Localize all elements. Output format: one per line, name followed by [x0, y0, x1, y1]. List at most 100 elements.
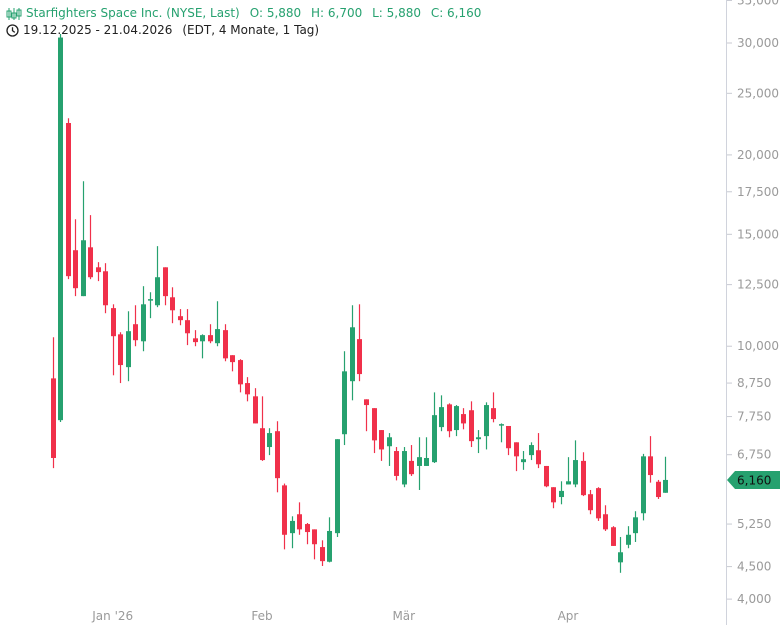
candle[interactable] — [663, 456, 668, 493]
candle[interactable] — [178, 309, 183, 326]
clock-icon — [6, 24, 19, 37]
candle[interactable] — [648, 436, 653, 483]
candle[interactable] — [506, 425, 511, 456]
candle[interactable] — [223, 324, 228, 362]
candle[interactable] — [641, 453, 646, 521]
candle[interactable] — [215, 301, 220, 347]
candle[interactable] — [282, 483, 287, 550]
candle[interactable] — [387, 433, 392, 466]
candle[interactable] — [253, 388, 258, 424]
candle[interactable] — [141, 286, 146, 352]
candle[interactable] — [364, 399, 369, 432]
candle[interactable] — [312, 529, 317, 560]
candle-body — [506, 425, 511, 449]
candle[interactable] — [335, 439, 340, 537]
candle-body — [417, 457, 422, 466]
candle[interactable] — [170, 287, 175, 324]
candle-body — [394, 451, 399, 476]
candle[interactable] — [491, 392, 496, 423]
candle[interactable] — [88, 215, 93, 280]
candle[interactable] — [447, 403, 452, 438]
candle[interactable] — [469, 401, 474, 448]
candle[interactable] — [327, 517, 332, 563]
candle[interactable] — [603, 505, 608, 531]
candle[interactable] — [297, 502, 302, 535]
candle[interactable] — [476, 430, 481, 454]
y-axis[interactable]: 35,000 30,000 25,000 20,000 17,500 15,000 12,5… — [727, 0, 779, 606]
candle[interactable] — [126, 311, 131, 382]
candle[interactable] — [394, 447, 399, 481]
candle[interactable] — [454, 405, 459, 437]
candle[interactable] — [133, 305, 138, 347]
candle[interactable] — [514, 442, 519, 472]
candle[interactable] — [521, 451, 526, 470]
candle[interactable] — [267, 428, 272, 456]
candle[interactable] — [424, 437, 429, 466]
candle[interactable] — [81, 181, 86, 297]
candle[interactable] — [379, 430, 384, 461]
candle[interactable] — [596, 487, 601, 521]
candle[interactable] — [432, 392, 437, 463]
x-axis[interactable]: Jan '26 Feb Mär Apr — [91, 609, 578, 623]
candle[interactable] — [439, 395, 444, 432]
candle[interactable] — [238, 359, 243, 393]
candle[interactable] — [155, 246, 160, 308]
candle[interactable] — [581, 452, 586, 497]
candle[interactable] — [536, 433, 541, 469]
candle-body — [111, 308, 116, 337]
candle[interactable] — [260, 396, 265, 461]
candle[interactable] — [51, 337, 56, 469]
candle[interactable] — [193, 330, 198, 347]
candle[interactable] — [417, 437, 422, 490]
candle[interactable] — [588, 489, 593, 515]
candle[interactable] — [350, 305, 355, 401]
candle[interactable] — [559, 481, 564, 505]
candle[interactable] — [372, 408, 377, 454]
candle[interactable] — [461, 408, 466, 430]
candle[interactable] — [290, 516, 295, 549]
candle[interactable] — [148, 292, 153, 319]
candle-body — [327, 530, 332, 562]
candle[interactable] — [103, 263, 108, 314]
candle[interactable] — [342, 351, 347, 446]
y-tick-label: 30,000 — [737, 36, 779, 50]
candle[interactable] — [208, 324, 213, 344]
candle[interactable] — [409, 445, 414, 476]
candle[interactable] — [529, 442, 534, 461]
candle[interactable] — [58, 33, 63, 422]
candle-body — [200, 335, 205, 342]
candle[interactable] — [626, 526, 631, 549]
candle[interactable] — [96, 262, 101, 282]
candle[interactable] — [111, 304, 116, 376]
candle[interactable] — [484, 402, 489, 450]
candle[interactable] — [275, 421, 280, 493]
candle[interactable] — [566, 457, 571, 485]
candle[interactable] — [185, 309, 190, 346]
candle-body — [603, 514, 608, 530]
candle[interactable] — [402, 447, 407, 488]
candle-body — [648, 456, 653, 476]
candle[interactable] — [551, 487, 556, 509]
candle[interactable] — [66, 118, 71, 280]
candle-body — [514, 442, 519, 457]
candle[interactable] — [611, 526, 616, 546]
candle[interactable] — [118, 332, 123, 384]
candle[interactable] — [305, 523, 310, 545]
candle[interactable] — [320, 540, 325, 566]
candle[interactable] — [544, 465, 549, 488]
candle[interactable] — [633, 511, 638, 542]
candle[interactable] — [618, 536, 623, 573]
candle[interactable] — [163, 267, 168, 306]
date-range[interactable]: 19.12.2025 - 21.04.2026 — [23, 23, 173, 37]
candle-body — [267, 433, 272, 448]
candle[interactable] — [573, 440, 578, 488]
candle[interactable] — [499, 423, 504, 443]
candle[interactable] — [200, 334, 205, 359]
candle[interactable] — [357, 304, 362, 382]
instrument-title[interactable]: Starfighters Space Inc. (NYSE, Last) — [26, 6, 240, 20]
candle[interactable] — [245, 377, 250, 402]
candle[interactable] — [230, 355, 235, 372]
candle[interactable] — [656, 479, 661, 499]
candle[interactable] — [73, 219, 78, 297]
